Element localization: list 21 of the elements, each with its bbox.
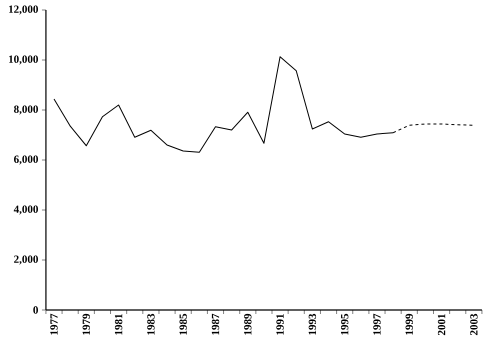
y-tick-label: 8,000	[14, 105, 38, 115]
x-tick-label: 1995	[340, 314, 348, 335]
x-tick-label: 1987	[212, 314, 220, 335]
x-tick-label: 1991	[276, 314, 284, 335]
x-tick-label: 2001	[438, 314, 446, 336]
y-tick-label: 6,000	[14, 155, 38, 165]
y-tick-label: 2,000	[14, 255, 38, 265]
x-tick-label: 1989	[244, 314, 252, 335]
y-tick-label: 10,000	[9, 55, 38, 65]
x-tick-label: 2003	[470, 314, 478, 336]
y-tick-label: 12,000	[9, 5, 38, 15]
y-tick-label: 4,000	[14, 205, 38, 215]
x-tick-label: 1981	[114, 314, 122, 335]
x-tick-label: 1977	[50, 314, 58, 335]
x-tick-label: 1983	[147, 314, 155, 335]
x-tick-label: 1979	[82, 314, 90, 335]
x-tick-label: 1999	[406, 314, 413, 335]
y-tick-label: 0	[33, 306, 38, 314]
x-tick-label: 1985	[179, 314, 187, 335]
x-tick-label: 1997	[373, 314, 381, 335]
x-tick-label: 1993	[308, 314, 316, 335]
